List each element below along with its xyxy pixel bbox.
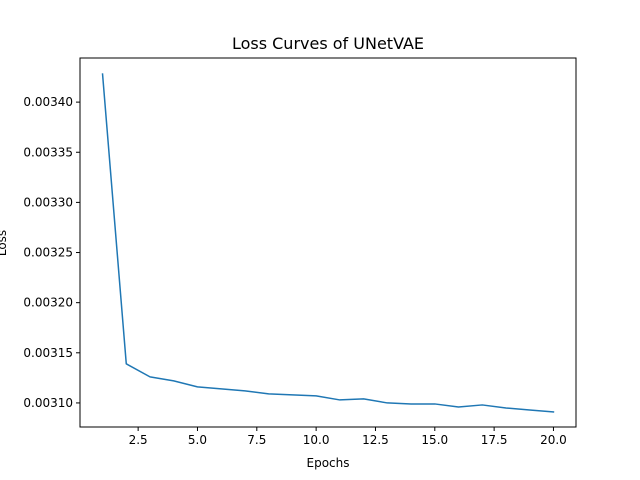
loss-series-line (101, 73, 555, 413)
y-axis-title: Loss (0, 230, 9, 256)
y-tick-label: 0.00325 (23, 246, 73, 260)
x-tick-label: 5.0 (188, 433, 207, 447)
x-axis-ticks: 2.5 5.0 7.5 10.0 12.5 15.0 17.5 20.0 (129, 427, 567, 447)
y-tick-label: 0.00330 (23, 195, 73, 209)
series-layer (101, 73, 555, 413)
chart-title: Loss Curves of UNetVAE (232, 34, 424, 53)
x-tick-label: 7.5 (247, 433, 266, 447)
y-tick-label: 0.00335 (23, 145, 73, 159)
y-tick-label: 0.00315 (23, 346, 73, 360)
y-axis-ticks: 0.00310 0.00315 0.00320 0.00325 0.00330 0.003… (23, 95, 80, 410)
y-tick-label: 0.00310 (23, 396, 73, 410)
x-tick-label: 17.5 (481, 433, 508, 447)
x-tick-label: 12.5 (362, 433, 389, 447)
x-tick-label: 15.0 (421, 433, 448, 447)
y-tick-label: 0.00320 (23, 296, 73, 310)
x-tick-label: 10.0 (303, 433, 330, 447)
x-tick-label: 2.5 (129, 433, 148, 447)
y-tick-label: 0.00340 (23, 95, 73, 109)
x-axis-title: Epochs (307, 456, 350, 470)
x-tick-label: 20.0 (540, 433, 567, 447)
plot-area (80, 58, 576, 427)
plot-frame (79, 57, 577, 428)
